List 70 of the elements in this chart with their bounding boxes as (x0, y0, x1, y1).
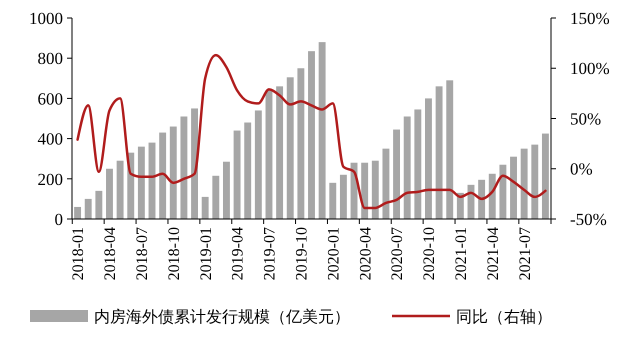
x-tick-label: 2019-01 (198, 227, 215, 280)
x-tick-label: 2018-04 (102, 227, 120, 280)
y2-tick-label: 150% (570, 8, 610, 28)
bar (254, 110, 262, 219)
y-tick-label: 400 (38, 130, 63, 149)
bar (212, 176, 220, 219)
bar (148, 142, 156, 219)
x-tick-label: 2020-10 (421, 227, 438, 280)
bar (329, 182, 336, 219)
x-tick-label: 2020-01 (325, 227, 342, 280)
bar (542, 134, 549, 219)
y-tick-label: 600 (38, 89, 63, 108)
bar (95, 190, 102, 219)
y-tick-label: 0 (54, 210, 63, 229)
y2-tick-label: -50% (570, 210, 607, 229)
bar (286, 77, 294, 219)
y2-tick-label: 100% (570, 59, 610, 78)
bar (361, 162, 368, 219)
x-tick-label: 2018-10 (166, 227, 183, 280)
line-series (76, 54, 547, 210)
x-tick-label: 2021-04 (484, 227, 502, 280)
legend-label: 同比（右轴） (456, 308, 552, 326)
x-tick-label: 2019-10 (293, 227, 310, 280)
y-tick-label: 800 (38, 49, 63, 68)
bar (191, 108, 198, 219)
bar (425, 98, 432, 219)
bar (222, 162, 230, 219)
bar (202, 196, 209, 219)
bar (436, 86, 443, 219)
bar (297, 68, 304, 219)
bar (382, 148, 390, 219)
bar (372, 160, 379, 219)
y-tick-label: 1000 (29, 8, 63, 28)
bar (510, 156, 517, 219)
x-tick-label: 2020-07 (389, 227, 406, 280)
bar (340, 174, 347, 219)
x-tick-label: 2018-07 (134, 227, 151, 280)
x-tick-label: 2019-04 (230, 227, 247, 280)
bar (138, 146, 145, 219)
bar (84, 198, 92, 219)
legend-label: 内房海外债累计发行规模（亿美元） (94, 308, 350, 326)
bar (276, 86, 284, 219)
bar (116, 160, 124, 219)
bar (393, 130, 400, 219)
bar (74, 206, 82, 219)
y2-tick-label: 0% (570, 160, 593, 179)
bar (478, 180, 486, 219)
bar (520, 148, 528, 219)
x-tick-label: 2021-07 (516, 227, 534, 280)
bar (266, 90, 272, 219)
y-tick-label: 200 (38, 170, 63, 189)
bar (531, 144, 538, 219)
bar (414, 109, 422, 219)
bar (170, 126, 177, 219)
bar (446, 80, 454, 219)
x-tick-label: 2019-07 (262, 227, 279, 280)
bar (404, 116, 411, 219)
bar (244, 122, 252, 219)
x-tick-label: 2018-01 (70, 227, 88, 280)
bar (499, 164, 506, 219)
bar (180, 116, 188, 219)
bar (159, 132, 166, 219)
bar (318, 42, 326, 219)
bar (468, 184, 474, 219)
x-tick-label: 2020-04 (357, 227, 374, 280)
bar (106, 168, 113, 219)
y2-tick-label: 50% (570, 109, 602, 128)
x-tick-label: 2021-01 (452, 227, 470, 280)
bar (308, 51, 315, 219)
bar (234, 130, 241, 219)
